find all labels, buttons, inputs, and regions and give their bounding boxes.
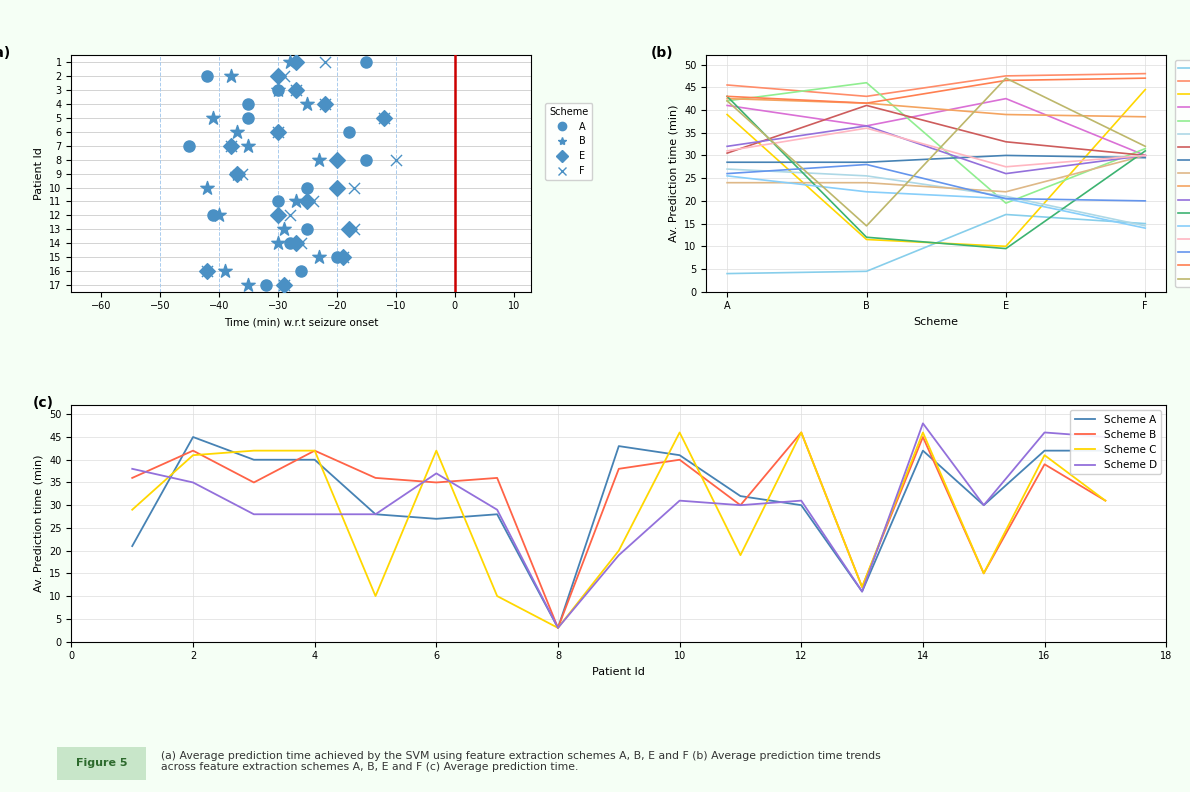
Y-axis label: Av. Prediction time (min): Av. Prediction time (min) (33, 455, 44, 592)
X-axis label: Patient Id: Patient Id (593, 667, 645, 677)
Scheme B (794, 428, 808, 437)
Scheme D (612, 550, 626, 560)
Scheme D (369, 509, 383, 519)
Point (233, 167, 252, 180)
Point (268, 237, 287, 249)
Point (345, 181, 364, 194)
Line: Scheme A: Scheme A (132, 437, 1106, 628)
Point (298, 181, 317, 194)
patient 6 (1138, 221, 1152, 230)
Line: patient 3: patient 3 (727, 89, 1145, 246)
Scheme D (733, 501, 747, 510)
Scheme C (733, 550, 747, 560)
Scheme A (672, 451, 687, 460)
patient 10 (998, 110, 1013, 120)
Line: patient 13: patient 13 (727, 176, 1145, 228)
Scheme D (977, 501, 991, 510)
Scheme C (1038, 451, 1052, 460)
Line: patient 12: patient 12 (727, 97, 1145, 249)
Point (357, 56, 376, 69)
Point (227, 167, 246, 180)
Point (375, 112, 394, 124)
Scheme A (977, 501, 991, 510)
patient 16 (859, 98, 873, 108)
Point (239, 139, 258, 152)
Scheme D (672, 496, 687, 505)
Scheme C (125, 505, 139, 515)
Point (327, 251, 346, 264)
Y-axis label: Av. Prediction time (min): Av. Prediction time (min) (669, 105, 678, 242)
X-axis label: Time (min) w.r.t seizure onset: Time (min) w.r.t seizure onset (224, 317, 378, 327)
Scheme B (246, 478, 261, 487)
Legend: A, B, E, F: A, B, E, F (545, 103, 593, 180)
patient 3 (720, 110, 734, 120)
Point (268, 126, 287, 139)
Point (286, 56, 305, 69)
Scheme B (733, 501, 747, 510)
Scheme C (186, 451, 200, 460)
Scheme A (612, 441, 626, 451)
Scheme A (1038, 446, 1052, 455)
Text: (c): (c) (33, 396, 54, 409)
patient 9 (998, 187, 1013, 196)
Point (198, 265, 217, 277)
Point (298, 97, 317, 110)
Point (280, 209, 299, 222)
Scheme A (125, 541, 139, 550)
patient 2 (1138, 69, 1152, 78)
Scheme A (854, 587, 869, 596)
patient 7 (1138, 150, 1152, 160)
Point (286, 237, 305, 249)
Scheme D (1098, 432, 1113, 442)
Point (309, 154, 328, 166)
patient 11 (1138, 150, 1152, 160)
patient 8 (998, 150, 1013, 160)
Line: patient 2: patient 2 (727, 74, 1145, 97)
Line: Scheme B: Scheme B (132, 432, 1106, 628)
Point (387, 154, 406, 166)
Point (357, 154, 376, 166)
Point (268, 195, 287, 208)
patient 16 (720, 92, 734, 101)
Scheme A (1098, 446, 1113, 455)
Line: patient 1: patient 1 (727, 215, 1145, 273)
patient 3 (998, 242, 1013, 251)
Scheme A (916, 446, 931, 455)
Scheme A (307, 455, 321, 464)
patient 15 (998, 194, 1013, 204)
patient 4 (720, 101, 734, 110)
patient 6 (720, 164, 734, 173)
Scheme C (246, 446, 261, 455)
patient 12 (859, 233, 873, 242)
Point (215, 265, 234, 277)
Point (274, 70, 293, 82)
patient 15 (859, 160, 873, 169)
Point (268, 84, 287, 97)
patient 11 (720, 142, 734, 151)
Scheme D (125, 464, 139, 474)
Scheme C (612, 546, 626, 555)
patient 5 (720, 96, 734, 105)
Scheme B (430, 478, 444, 487)
Scheme C (307, 446, 321, 455)
Scheme D (246, 509, 261, 519)
patient 17 (720, 96, 734, 105)
patient 2 (859, 92, 873, 101)
Scheme C (1098, 496, 1113, 505)
patient 6 (998, 192, 1013, 201)
Point (180, 139, 199, 152)
Line: patient 4: patient 4 (727, 99, 1145, 155)
Point (280, 237, 299, 249)
patient 10 (720, 94, 734, 104)
patient 11 (859, 121, 873, 131)
Scheme D (430, 469, 444, 478)
Scheme B (672, 455, 687, 464)
patient 13 (1138, 223, 1152, 233)
Text: (b): (b) (651, 46, 674, 60)
Point (198, 181, 217, 194)
Point (257, 279, 276, 291)
Legend: patient 1, patient 2, patient 3, patient 4, patient 5, patient 6, patient 7, pat: patient 1, patient 2, patient 3, patient… (1175, 60, 1190, 287)
Point (274, 279, 293, 291)
Scheme B (916, 432, 931, 442)
